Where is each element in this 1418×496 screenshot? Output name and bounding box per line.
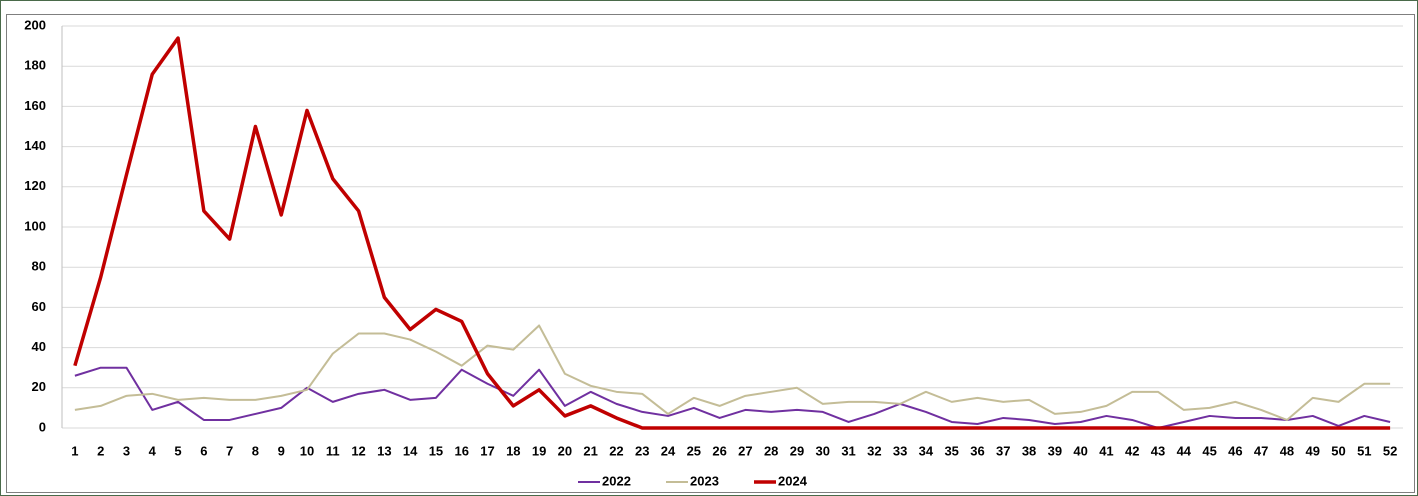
x-tick-label: 43 <box>1151 443 1165 458</box>
x-tick-label: 28 <box>764 443 778 458</box>
x-tick-label: 11 <box>326 443 340 458</box>
x-tick-label: 19 <box>532 443 546 458</box>
x-tick-label: 46 <box>1228 443 1242 458</box>
x-tick-label: 45 <box>1202 443 1216 458</box>
legend-label: 2022 <box>602 473 631 488</box>
x-tick-label: 4 <box>149 443 157 458</box>
x-tick-label: 37 <box>996 443 1010 458</box>
y-tick-label: 40 <box>32 339 46 354</box>
series-line <box>74 366 1391 429</box>
x-tick-label: 34 <box>919 443 934 458</box>
x-tick-label: 52 <box>1383 443 1397 458</box>
x-tick-label: 18 <box>506 443 520 458</box>
x-tick-label: 1 <box>71 443 78 458</box>
x-tick-label: 2 <box>97 443 104 458</box>
y-tick-label: 120 <box>24 178 46 193</box>
x-tick-label: 25 <box>687 443 701 458</box>
x-tick-label: 12 <box>351 443 365 458</box>
x-tick-label: 49 <box>1306 443 1320 458</box>
x-tick-label: 42 <box>1125 443 1139 458</box>
series-line <box>73 36 1391 430</box>
y-tick-label: 80 <box>32 259 46 274</box>
x-tick-label: 22 <box>609 443 623 458</box>
x-tick-label: 27 <box>738 443 752 458</box>
y-tick-label: 140 <box>24 138 46 153</box>
x-tick-label: 51 <box>1357 443 1371 458</box>
x-tick-label: 50 <box>1331 443 1345 458</box>
x-tick-label: 21 <box>583 443 597 458</box>
x-tick-label: 47 <box>1254 443 1268 458</box>
x-tick-label: 36 <box>970 443 984 458</box>
y-tick-label: 160 <box>24 98 46 113</box>
x-tick-label: 31 <box>841 443 855 458</box>
x-tick-label: 29 <box>790 443 804 458</box>
x-tick-label: 35 <box>944 443 958 458</box>
y-tick-label: 200 <box>24 17 46 32</box>
x-tick-label: 10 <box>300 443 314 458</box>
x-tick-label: 5 <box>174 443 181 458</box>
x-tick-label: 13 <box>377 443 391 458</box>
x-tick-label: 38 <box>1022 443 1036 458</box>
x-tick-label: 6 <box>200 443 207 458</box>
x-tick-label: 40 <box>1073 443 1087 458</box>
x-tick-label: 3 <box>123 443 130 458</box>
chart-border <box>6 14 1415 493</box>
x-tick-label: 23 <box>635 443 649 458</box>
x-tick-label: 15 <box>429 443 443 458</box>
x-tick-label: 8 <box>252 443 259 458</box>
series-line <box>74 324 1391 421</box>
x-tick-label: 33 <box>893 443 907 458</box>
x-tick-label: 17 <box>480 443 494 458</box>
legend-label: 2023 <box>690 473 719 488</box>
legend-label: 2024 <box>778 473 808 488</box>
y-tick-label: 180 <box>24 58 46 73</box>
x-tick-label: 32 <box>867 443 881 458</box>
x-tick-label: 30 <box>816 443 830 458</box>
y-tick-label: 100 <box>24 218 46 233</box>
x-tick-label: 41 <box>1099 443 1113 458</box>
x-tick-label: 26 <box>712 443 726 458</box>
x-tick-label: 39 <box>1048 443 1062 458</box>
y-tick-label: 0 <box>39 419 46 434</box>
x-tick-label: 44 <box>1177 443 1192 458</box>
x-tick-label: 7 <box>226 443 233 458</box>
y-tick-label: 60 <box>32 299 46 314</box>
x-tick-label: 24 <box>661 443 676 458</box>
x-tick-label: 20 <box>558 443 572 458</box>
x-tick-label: 9 <box>278 443 285 458</box>
x-tick-label: 48 <box>1280 443 1294 458</box>
y-tick-label: 20 <box>32 379 46 394</box>
x-tick-label: 14 <box>403 443 418 458</box>
x-tick-label: 16 <box>454 443 468 458</box>
